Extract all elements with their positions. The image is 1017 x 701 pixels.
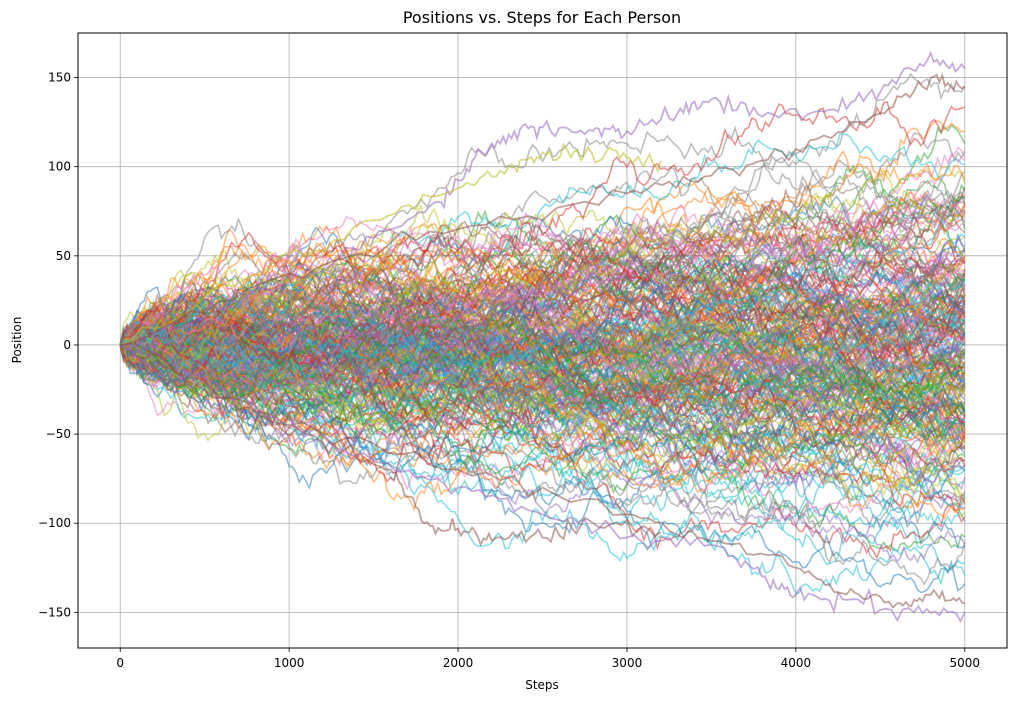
walk-line [119,277,966,424]
walk-line [119,297,966,565]
walk-line [119,262,966,368]
y-tick-label: 100 [48,160,71,174]
chart-title: Positions vs. Steps for Each Person [403,8,681,27]
x-tick-label: 0 [116,656,124,670]
walk-line [119,294,966,376]
x-tick-label: 3000 [612,656,643,670]
walk-line [119,344,966,491]
walk-line [119,305,965,439]
outlier-walk-line [120,342,966,609]
y-tick-label: −100 [38,516,71,530]
y-tick-label: −150 [38,605,71,619]
walk-line [119,189,966,347]
walk-line [119,294,966,564]
y-tick-label: 150 [48,71,71,85]
outlier-walk-line [119,142,662,346]
walk-line [120,344,966,478]
y-axis-ticks: −150 −100 −50 0 50 100 150 [38,71,78,619]
walk-line [119,263,966,401]
x-tick-label: 5000 [949,656,980,670]
y-axis-label: Position [10,317,24,364]
walk-line [120,256,965,407]
x-axis-ticks: 0 1000 2000 3000 4000 5000 [116,648,980,670]
outlier-walk-line [120,72,966,346]
walk-line [119,218,966,388]
walk-line [119,329,966,443]
y-tick-label: 0 [63,338,71,352]
walk-line [119,245,966,376]
x-tick-label: 4000 [781,656,812,670]
x-axis-label: Steps [525,678,559,692]
walk-line [119,252,966,443]
walk-line [119,334,966,512]
plot-frame [77,32,1008,649]
walk-line [119,344,966,471]
outlier-walk-line [119,344,966,624]
walk-line [119,310,966,418]
walk-line [119,281,966,378]
walk-line [119,333,966,586]
walk-line [119,287,966,363]
x-tick-label: 1000 [274,656,305,670]
x-tick-label: 2000 [443,656,474,670]
outlier-walk-line [119,344,662,547]
walk-series-group [119,50,966,624]
y-tick-label: −50 [46,427,71,441]
outlier-walk-line [120,50,966,358]
walk-line [119,242,966,359]
y-tick-label: 50 [56,249,71,263]
walk-line [119,205,966,351]
walk-line [119,249,966,404]
